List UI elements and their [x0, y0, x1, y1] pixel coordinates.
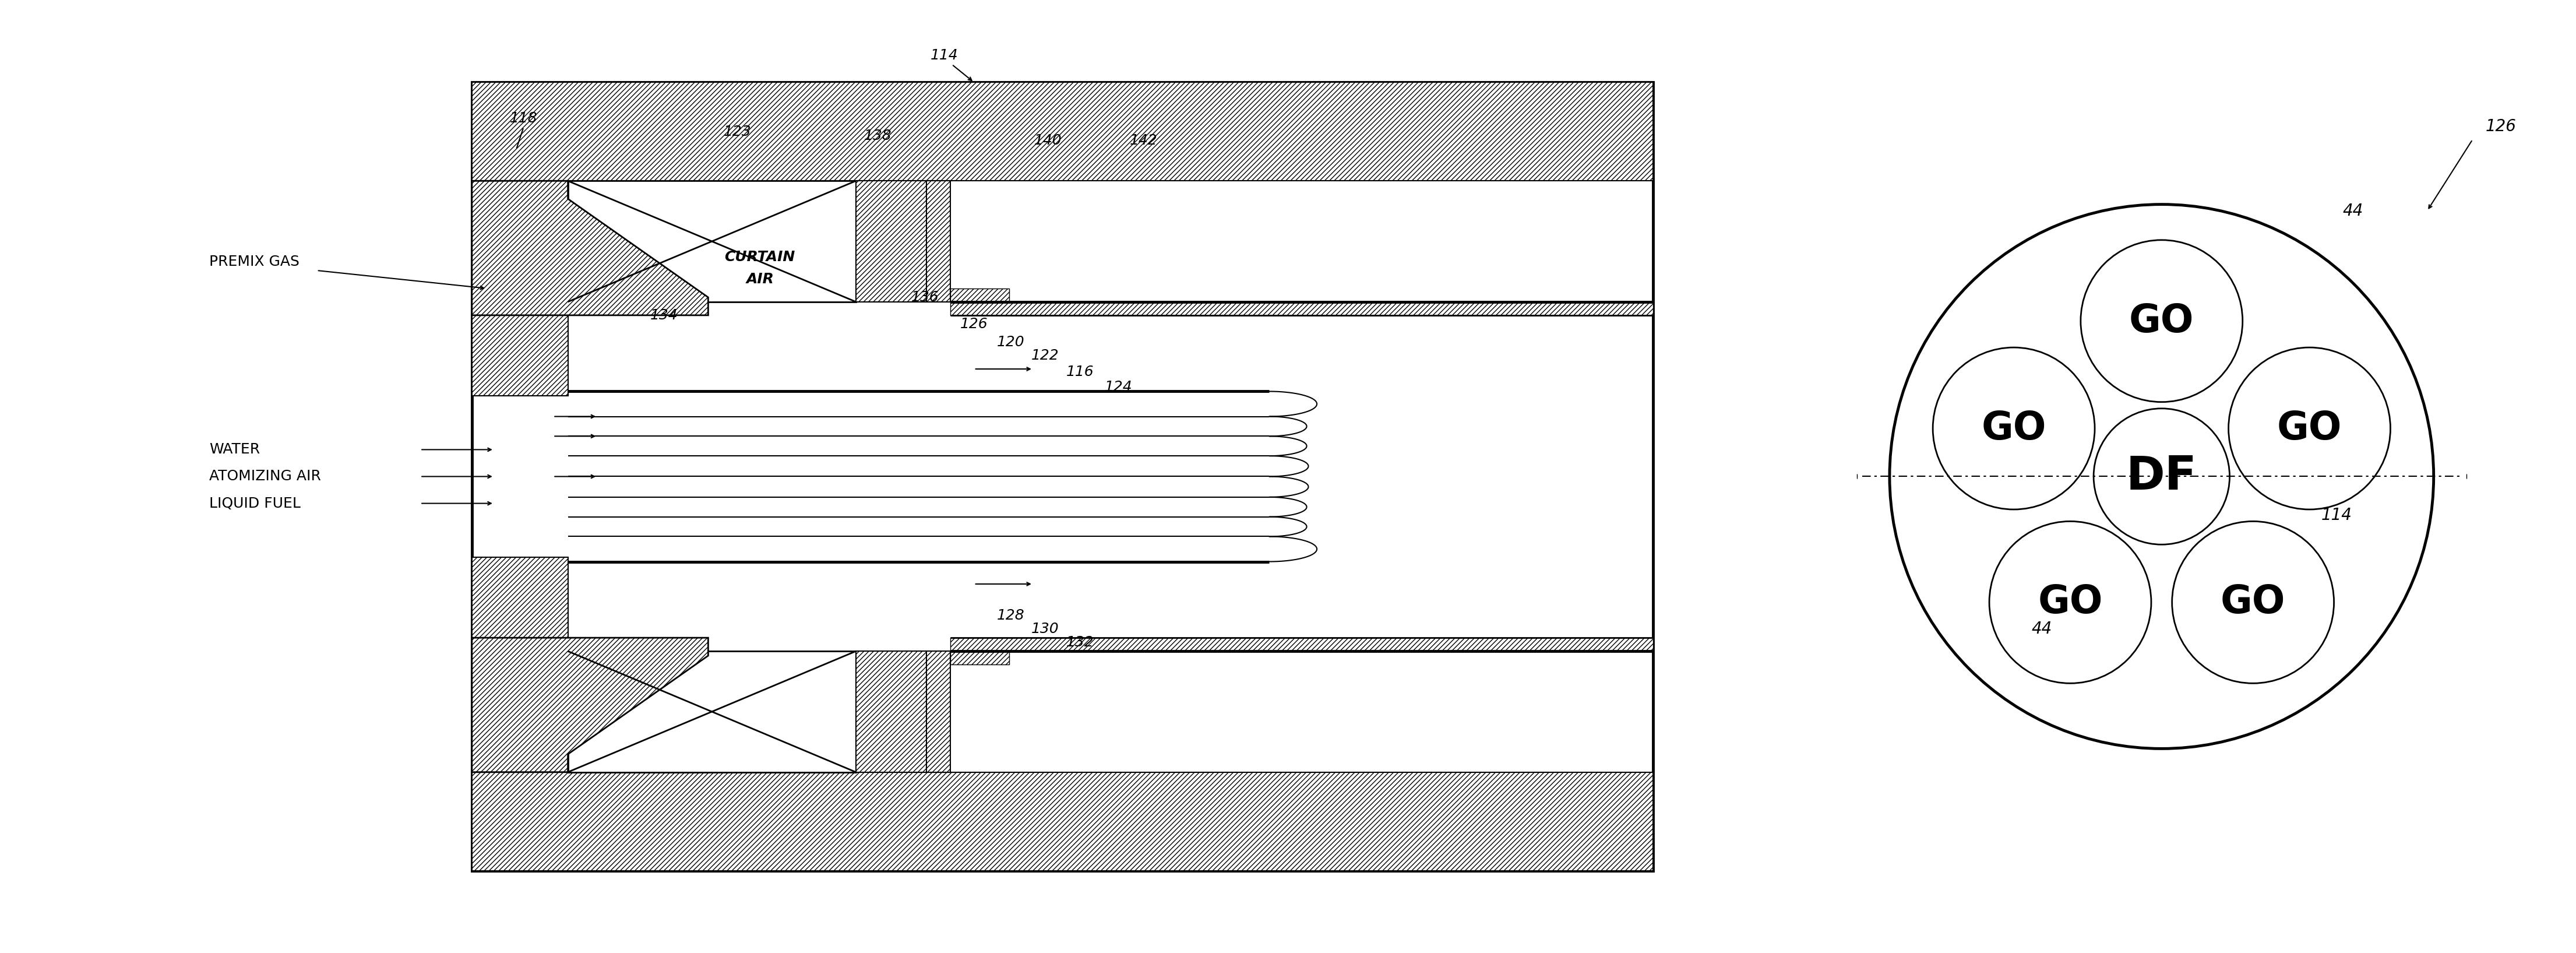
Circle shape — [2172, 521, 2334, 683]
Bar — [471, 772, 1654, 871]
Bar — [471, 82, 1654, 181]
Bar — [951, 638, 1654, 651]
Text: 126: 126 — [961, 317, 987, 332]
Text: DF: DF — [2125, 454, 2197, 499]
Text: 123: 123 — [724, 125, 752, 138]
Text: GO: GO — [2221, 583, 2285, 621]
Text: 142: 142 — [1131, 133, 1157, 148]
Bar — [951, 302, 1654, 315]
Text: ATOMIZING AIR: ATOMIZING AIR — [209, 470, 322, 483]
Bar — [927, 651, 951, 772]
Text: 130: 130 — [1030, 621, 1059, 636]
Text: 126: 126 — [2486, 118, 2517, 134]
Text: 114: 114 — [2321, 507, 2352, 523]
Bar — [951, 289, 1010, 302]
Text: PREMIX GAS: PREMIX GAS — [209, 254, 299, 269]
Text: AIR: AIR — [747, 273, 773, 287]
Text: 136: 136 — [912, 291, 940, 304]
Text: 128: 128 — [997, 608, 1025, 622]
Text: 44: 44 — [2032, 620, 2053, 637]
Text: LIQUID FUEL: LIQUID FUEL — [209, 497, 301, 511]
Bar — [855, 181, 927, 302]
Text: 138: 138 — [863, 129, 891, 143]
Bar — [471, 558, 567, 772]
Circle shape — [2094, 409, 2231, 544]
Text: 124: 124 — [1105, 380, 1133, 394]
Text: GO: GO — [1981, 409, 2045, 448]
Circle shape — [1932, 348, 2094, 510]
Circle shape — [1891, 204, 2434, 749]
Text: WATER: WATER — [209, 442, 260, 456]
Text: 122: 122 — [1030, 349, 1059, 362]
Circle shape — [2081, 240, 2244, 402]
Bar — [951, 651, 1010, 664]
Bar — [567, 651, 855, 772]
Text: 44: 44 — [2342, 203, 2362, 219]
Circle shape — [2228, 348, 2391, 510]
Text: 120: 120 — [997, 335, 1025, 349]
Text: GO: GO — [2130, 302, 2195, 340]
Text: GO: GO — [2277, 409, 2342, 448]
Polygon shape — [471, 181, 708, 315]
Text: 134: 134 — [649, 308, 677, 322]
Polygon shape — [471, 638, 708, 772]
Text: 114: 114 — [930, 49, 958, 63]
Text: 132: 132 — [1066, 636, 1095, 649]
Bar — [855, 651, 927, 772]
Bar — [471, 181, 567, 395]
Circle shape — [1989, 521, 2151, 683]
Text: 140: 140 — [1033, 133, 1061, 148]
Bar — [567, 181, 855, 302]
Text: 116: 116 — [1066, 365, 1095, 378]
Text: GO: GO — [2038, 583, 2102, 621]
Bar — [927, 181, 951, 302]
Text: 118: 118 — [510, 112, 538, 125]
Bar — [471, 82, 1654, 871]
Text: CURTAIN: CURTAIN — [724, 250, 796, 264]
